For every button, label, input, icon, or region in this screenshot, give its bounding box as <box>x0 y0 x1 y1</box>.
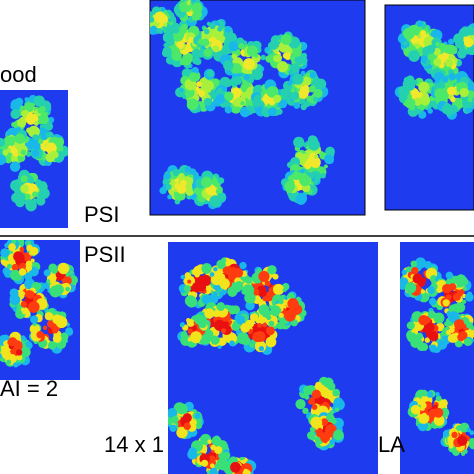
canopy-blob <box>430 71 474 120</box>
canopy-blob <box>10 94 55 145</box>
canopy-blob <box>175 67 225 114</box>
canopy-blob <box>177 313 214 348</box>
canopy-blob <box>30 131 68 167</box>
canopy-blob <box>397 20 443 62</box>
label: PSII <box>84 242 126 267</box>
canopy-blob <box>193 18 238 62</box>
canopy-blob <box>191 170 227 210</box>
label: LA <box>378 432 405 457</box>
canopy-blob <box>0 127 37 172</box>
canopy-blob <box>10 169 50 212</box>
label: 14 x 1 <box>104 432 164 457</box>
canopy-blob <box>407 389 450 432</box>
canopy-blob <box>168 401 204 440</box>
canopy-blob <box>406 307 451 353</box>
canopy-blob <box>280 168 319 205</box>
canopy-blob <box>187 433 231 474</box>
canopy-blob <box>223 456 257 474</box>
canopy-blob <box>219 37 266 85</box>
canopy-blob <box>0 240 41 285</box>
canopy-blob <box>0 331 33 368</box>
canopy-blob <box>306 412 345 451</box>
label: ood <box>0 62 37 87</box>
canopy-blob <box>251 79 290 118</box>
canopy-blob <box>28 307 74 354</box>
label: PSI <box>84 202 119 227</box>
canopy-blob <box>427 271 474 318</box>
canopy-blob <box>209 257 249 297</box>
canopy-blob <box>150 6 177 35</box>
canopy-blob <box>440 422 474 456</box>
canopy-blob <box>453 23 474 56</box>
canopy-blob <box>43 262 79 299</box>
canopy-blob <box>9 278 49 319</box>
canopy-blob <box>442 311 474 348</box>
canopy-blob <box>270 291 307 330</box>
canopy-blob <box>173 0 208 27</box>
canopy-blob <box>235 304 285 355</box>
label: AI = 2 <box>0 376 58 401</box>
canopy-blob <box>295 376 345 423</box>
canopy-blob <box>264 31 308 79</box>
canopy-blob <box>178 263 224 309</box>
